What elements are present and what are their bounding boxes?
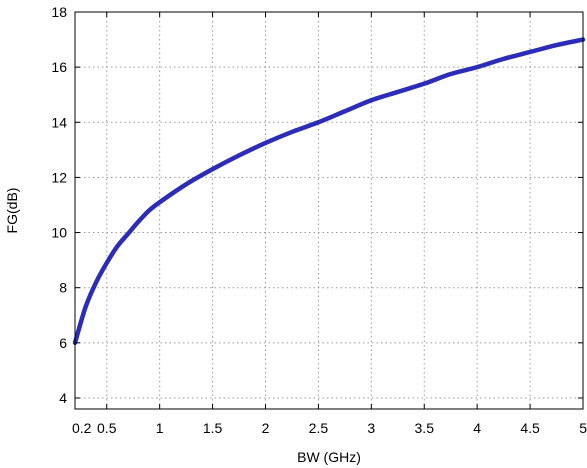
grid xyxy=(75,12,583,409)
x-tick-labels: 0.2 0.5 1 1.5 2 2.5 3 3.5 4 4.5 5 xyxy=(72,420,587,436)
series-line xyxy=(72,37,586,346)
x-tick-label: 3.5 xyxy=(415,420,435,436)
x-tick-label: 4 xyxy=(473,420,481,436)
y-tick-label: 14 xyxy=(51,114,67,130)
plot-frame xyxy=(74,11,584,410)
x-tick-label: 2.5 xyxy=(309,420,329,436)
x-axis-label: BW (GHz) xyxy=(297,449,361,465)
y-tick-label: 12 xyxy=(51,169,67,185)
y-tick-labels: 4 6 8 10 12 14 16 18 xyxy=(51,4,67,406)
ticks xyxy=(74,11,584,409)
x-tick-label: 1.5 xyxy=(203,420,223,436)
y-tick-label: 8 xyxy=(59,280,67,296)
x-tick-label: 5 xyxy=(579,420,587,436)
y-tick-label: 16 xyxy=(51,59,67,75)
x-tick-label: 4.5 xyxy=(520,420,540,436)
y-tick-label: 10 xyxy=(51,225,67,241)
x-tick-label: 2 xyxy=(262,420,270,436)
y-axis-label: FG(dB) xyxy=(4,188,20,234)
x-tick-label: 0.2 xyxy=(72,420,92,436)
y-tick-label: 4 xyxy=(59,390,67,406)
x-tick-label: 1 xyxy=(156,420,164,436)
x-tick-label: 3 xyxy=(367,420,375,436)
series-layer xyxy=(72,37,586,346)
y-tick-label: 18 xyxy=(51,4,67,20)
y-tick-label: 6 xyxy=(59,335,67,351)
x-tick-label: 0.5 xyxy=(97,420,117,436)
